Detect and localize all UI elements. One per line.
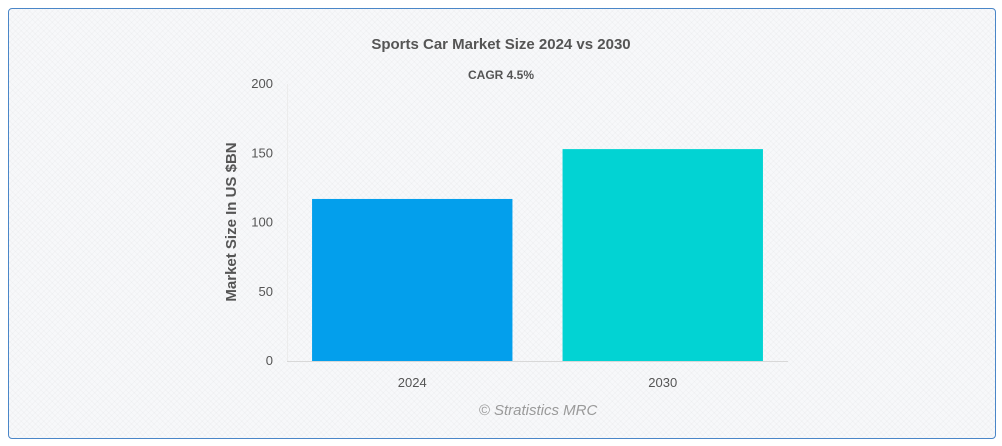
y-tick-label: 150 — [251, 145, 273, 160]
y-tick-label: 0 — [266, 353, 273, 368]
y-tick-label: 50 — [259, 284, 273, 299]
y-tick-label: 200 — [251, 76, 273, 91]
bar-2024 — [312, 198, 513, 361]
x-tick-label: 2030 — [648, 375, 677, 390]
y-axis-label: Market Size In US $BN — [223, 142, 240, 301]
bar-2030 — [562, 149, 763, 361]
chart-title: Sports Car Market Size 2024 vs 2030 — [371, 36, 630, 53]
credit-text: © Stratistics MRC — [479, 402, 598, 419]
x-axis-ticks: 2024 2030 — [398, 375, 677, 390]
chart-subtitle: CAGR 4.5% — [468, 68, 534, 82]
x-tick-label: 2024 — [398, 375, 427, 390]
y-axis-ticks: 0 50 100 150 200 — [251, 76, 273, 368]
bars — [312, 149, 763, 361]
y-tick-label: 100 — [251, 215, 273, 230]
